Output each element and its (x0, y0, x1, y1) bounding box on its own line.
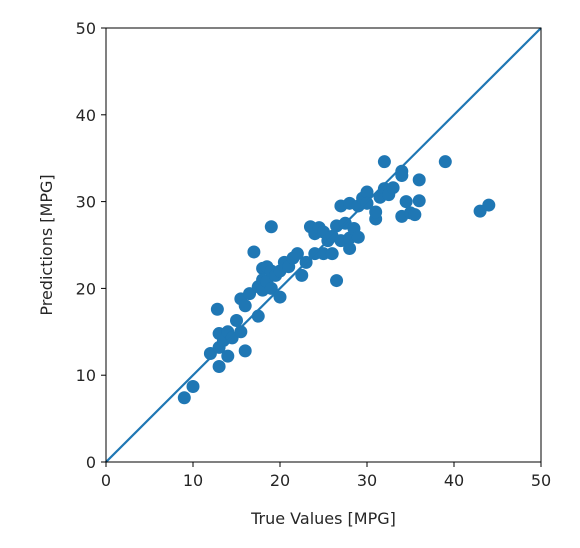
data-point (230, 314, 243, 328)
data-point (351, 230, 365, 244)
x-tick-label: 30 (357, 471, 377, 490)
data-point (221, 349, 235, 363)
x-tick-label: 0 (101, 471, 111, 490)
y-tick-label: 0 (86, 453, 96, 472)
x-axis-ticks: 0 10 20 30 40 50 (101, 462, 551, 490)
data-point (264, 220, 278, 234)
data-point (295, 268, 309, 282)
y-tick-label: 30 (76, 193, 96, 212)
y-axis-ticks: 0 10 20 30 40 50 (76, 19, 106, 472)
data-point (482, 198, 496, 212)
data-point (386, 181, 400, 195)
data-point (325, 247, 339, 261)
data-point (212, 360, 226, 374)
data-point (234, 325, 248, 339)
data-point (247, 245, 261, 259)
data-point (369, 205, 383, 219)
plot-frame (105, 27, 542, 463)
data-point (360, 185, 374, 199)
y-axis-label: Predictions [MPG] (37, 174, 56, 315)
data-point (412, 173, 426, 187)
data-point (330, 274, 344, 288)
data-point (290, 247, 304, 261)
data-point (377, 155, 391, 169)
data-point (360, 196, 374, 210)
data-point (399, 195, 413, 209)
data-point (395, 169, 409, 183)
points-layer (177, 155, 496, 405)
data-point (273, 290, 287, 304)
reference-line (105, 27, 542, 463)
data-point (412, 194, 426, 208)
data-point (186, 379, 200, 393)
data-point (408, 208, 422, 222)
x-tick-label: 50 (531, 471, 551, 490)
x-tick-label: 20 (270, 471, 290, 490)
y-tick-label: 40 (76, 106, 96, 125)
y-tick-label: 10 (76, 366, 96, 385)
data-point (238, 299, 252, 313)
x-axis-label: True Values [MPG] (250, 509, 396, 528)
data-point (210, 302, 224, 316)
x-tick-label: 40 (444, 471, 464, 490)
data-point (243, 287, 257, 301)
y-tick-label: 50 (76, 19, 96, 38)
data-point (264, 281, 278, 295)
data-point (238, 344, 252, 358)
x-tick-label: 10 (183, 471, 203, 490)
y-tick-label: 20 (76, 279, 96, 298)
data-point (438, 155, 452, 169)
data-point (343, 241, 357, 255)
data-point (177, 391, 191, 405)
